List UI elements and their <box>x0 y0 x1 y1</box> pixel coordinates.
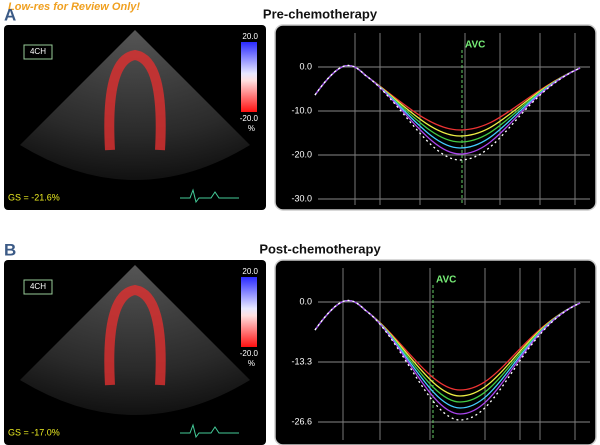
scale-bottom: -20.0 <box>240 114 259 123</box>
color-bar <box>241 42 257 112</box>
scale-unit: % <box>248 124 255 133</box>
view-box <box>23 44 53 60</box>
scale-top: 20.0 <box>242 32 258 41</box>
echo-fan <box>20 30 250 180</box>
y-label: -20.0 <box>291 149 312 159</box>
ecg <box>180 188 239 204</box>
ecg <box>180 423 239 439</box>
panel-label: A <box>4 5 16 24</box>
view-label: 4CH <box>30 47 46 56</box>
avc-label: AVC <box>436 275 456 286</box>
watermark: Low-res for Review Only! <box>8 1 140 13</box>
scale-unit: % <box>248 359 255 368</box>
panel-title: Pre-chemotherapy <box>263 6 378 21</box>
myocardium <box>104 284 166 386</box>
y-label: 0.0 <box>299 296 312 306</box>
strain-curve <box>314 299 581 415</box>
y-label: -13.3 <box>291 356 312 366</box>
y-label: 0.0 <box>299 61 312 71</box>
strain-plot <box>274 259 597 445</box>
echo-fan <box>20 265 250 415</box>
y-label: -30.0 <box>291 193 312 203</box>
y-label: -10.0 <box>291 105 312 115</box>
myocardium <box>104 49 166 151</box>
avc-label: AVC <box>465 40 485 51</box>
panel-title: Post-chemotherapy <box>259 241 381 256</box>
strain-plot <box>274 24 597 211</box>
color-bar <box>241 277 257 347</box>
scale-top: 20.0 <box>242 267 258 276</box>
scale-bottom: -20.0 <box>240 349 259 358</box>
panel-label: B <box>4 240 16 259</box>
view-label: 4CH <box>30 282 46 291</box>
view-box <box>23 279 53 295</box>
global-strain: GS = -21.6% <box>8 192 60 202</box>
y-label: -26.6 <box>291 416 312 426</box>
global-strain: GS = -17.0% <box>8 427 60 437</box>
